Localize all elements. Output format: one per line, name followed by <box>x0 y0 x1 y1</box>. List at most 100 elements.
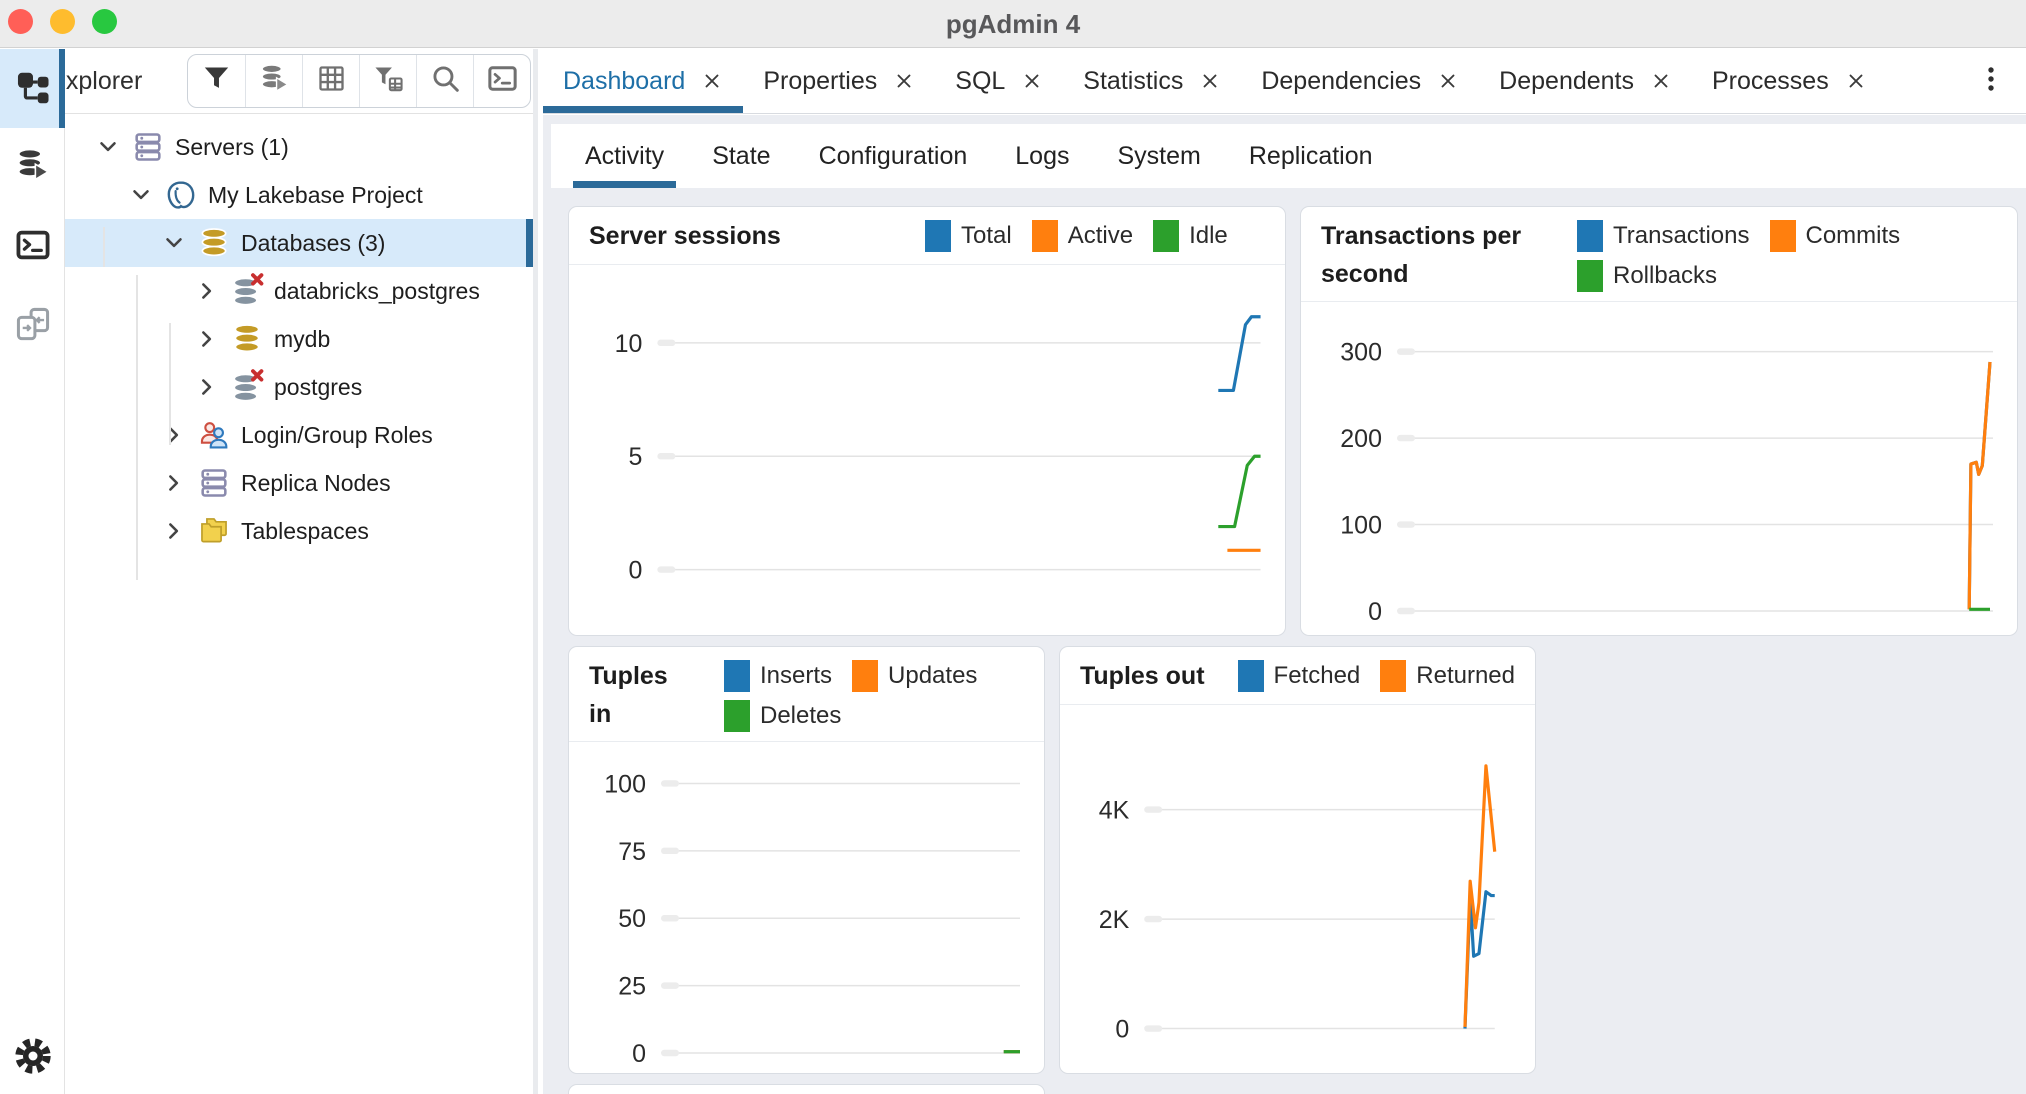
subtab-logs[interactable]: Logs <box>1003 124 1081 188</box>
active-indicator <box>0 49 65 128</box>
tab-dashboard[interactable]: Dashboard <box>543 49 744 113</box>
chart-card-header: Server sessions Total Active Idle <box>569 207 1285 265</box>
maximize-window-button[interactable] <box>92 9 117 34</box>
tree-item-label: Databases (3) <box>241 229 386 256</box>
expander-chevron-icon[interactable] <box>157 466 191 500</box>
tree-item-postgres[interactable]: postgres <box>65 363 533 411</box>
line-chart: 100 75 50 25 0 <box>604 770 1020 1068</box>
svg-text:100: 100 <box>604 770 646 798</box>
filter-button[interactable] <box>188 55 245 107</box>
indent-guide <box>136 275 138 580</box>
sidebar-item-query-tool[interactable] <box>0 137 65 197</box>
chart-card-tuples-out: Tuples out Fetched Returned 4K 2K 0 <box>1059 646 1536 1074</box>
legend-item-returned: Returned <box>1380 660 1515 692</box>
tree-item-mydb[interactable]: mydb <box>65 315 533 363</box>
expander-chevron-icon[interactable] <box>190 322 224 356</box>
expander-chevron-icon[interactable] <box>157 418 191 452</box>
tab-statistics[interactable]: Statistics <box>1063 49 1241 113</box>
legend-item-active: Active <box>1031 220 1134 252</box>
tab-sql[interactable]: SQL <box>935 49 1063 113</box>
svg-text:0: 0 <box>632 1040 646 1068</box>
expander-chevron-icon[interactable] <box>157 226 191 260</box>
line-chart: 10 5 0 <box>615 314 1261 584</box>
view-data-button[interactable] <box>302 55 359 107</box>
tree-item-label: Login/Group Roles <box>241 421 433 448</box>
sidebar-item-psql[interactable] <box>0 217 65 277</box>
expander-chevron-icon[interactable] <box>190 274 224 308</box>
tree-item-label: Servers (1) <box>175 133 289 160</box>
tab-label: Dependencies <box>1261 66 1422 95</box>
close-icon[interactable] <box>701 70 723 92</box>
tree-item-databricks-postgres[interactable]: databricks_postgres <box>65 267 533 315</box>
line-chart: 300 200 100 0 <box>1340 339 1993 626</box>
legend-item-commits: Commits <box>1769 220 1900 252</box>
dashboard-subtabs: Activity State Configuration Logs System… <box>551 124 2026 188</box>
legend-swatch <box>852 660 879 692</box>
close-window-button[interactable] <box>8 9 33 34</box>
subtab-label: System <box>1117 141 1201 170</box>
tree-item-tablespaces[interactable]: Tablespaces <box>65 507 533 555</box>
tab-dependencies[interactable]: Dependencies <box>1241 49 1479 113</box>
subtab-system[interactable]: System <box>1106 124 1213 188</box>
tree-item-label: Tablespaces <box>241 517 369 544</box>
search-objects-button[interactable] <box>416 55 473 107</box>
subtab-configuration[interactable]: Configuration <box>807 124 980 188</box>
chart-card-sessions: Server sessions Total Active Idle 10 5 0 <box>568 206 1286 636</box>
server-group-icon <box>195 464 233 502</box>
line-chart: 4K 2K 0 <box>1099 763 1497 1043</box>
explorer-toolbar <box>187 54 531 108</box>
activity-bar <box>0 49 65 1094</box>
svg-text:4K: 4K <box>1099 796 1130 824</box>
tab-label: Processes <box>1712 66 1829 95</box>
chart-card-tuples-in: Tuples in Inserts Updates Deletes 100 75 50 2… <box>568 646 1045 1074</box>
close-icon[interactable] <box>1437 70 1459 92</box>
svg-text:0: 0 <box>1115 1015 1129 1043</box>
filtered-rows-button[interactable] <box>359 55 416 107</box>
title-bar: pgAdmin 4 <box>0 0 2026 48</box>
subtab-replication[interactable]: Replication <box>1237 124 1385 188</box>
preferences-button[interactable] <box>0 1030 65 1086</box>
close-icon[interactable] <box>1650 70 1672 92</box>
tab-processes[interactable]: Processes <box>1692 49 1887 113</box>
object-tree: Servers (1) My Lakebase Project Database… <box>65 114 533 580</box>
tab-properties[interactable]: Properties <box>743 49 935 113</box>
sidebar-item-schema-diff[interactable] <box>0 296 65 356</box>
close-icon[interactable] <box>893 70 915 92</box>
filter-icon <box>200 62 233 100</box>
tree-item-servers-1[interactable]: Servers (1) <box>65 123 533 171</box>
tree-item-login-group-roles[interactable]: Login/Group Roles <box>65 411 533 459</box>
tree-item-my-lakebase-project[interactable]: My Lakebase Project <box>65 171 533 219</box>
chart-cards: Server sessions Total Active Idle 10 5 0 Tra… <box>551 188 2026 1094</box>
expander-chevron-icon[interactable] <box>124 178 158 212</box>
query-tool-button[interactable] <box>245 55 302 107</box>
tree-item-replica-nodes[interactable]: Replica Nodes <box>65 459 533 507</box>
minimize-window-button[interactable] <box>50 9 75 34</box>
legend-label: Active <box>1067 222 1134 249</box>
tab-dependents[interactable]: Dependents <box>1479 49 1692 113</box>
tab-label: Dependents <box>1499 66 1634 95</box>
close-icon[interactable] <box>1845 70 1867 92</box>
expander-chevron-icon[interactable] <box>157 514 191 548</box>
expander-chevron-icon[interactable] <box>91 130 125 164</box>
legend-label: Inserts <box>760 662 833 689</box>
expander-chevron-icon[interactable] <box>190 370 224 404</box>
tab-menu-button[interactable] <box>1956 49 2026 113</box>
legend-swatch <box>1237 660 1264 692</box>
db-disconnected-icon <box>228 368 266 406</box>
chart-title: Server sessions <box>589 222 781 250</box>
chart-card-tps: Transactions per second Transactions Comm… <box>1300 206 2018 636</box>
tree-item-databases-3[interactable]: Databases (3) <box>65 219 533 267</box>
legend-label: Returned <box>1416 662 1515 689</box>
close-icon[interactable] <box>1199 70 1221 92</box>
subtab-label: Activity <box>585 141 665 170</box>
object-explorer-panel: Object Explorer Servers (1) My Lakebase … <box>65 49 538 1094</box>
subtab-state[interactable]: State <box>700 124 782 188</box>
sidebar-item-object-explorer[interactable] <box>0 59 65 119</box>
tab-label: Properties <box>763 66 878 95</box>
psql-tool-button[interactable] <box>473 55 530 107</box>
close-icon[interactable] <box>1021 70 1043 92</box>
legend-label: Deletes <box>760 702 842 729</box>
subtab-activity[interactable]: Activity <box>573 124 677 188</box>
